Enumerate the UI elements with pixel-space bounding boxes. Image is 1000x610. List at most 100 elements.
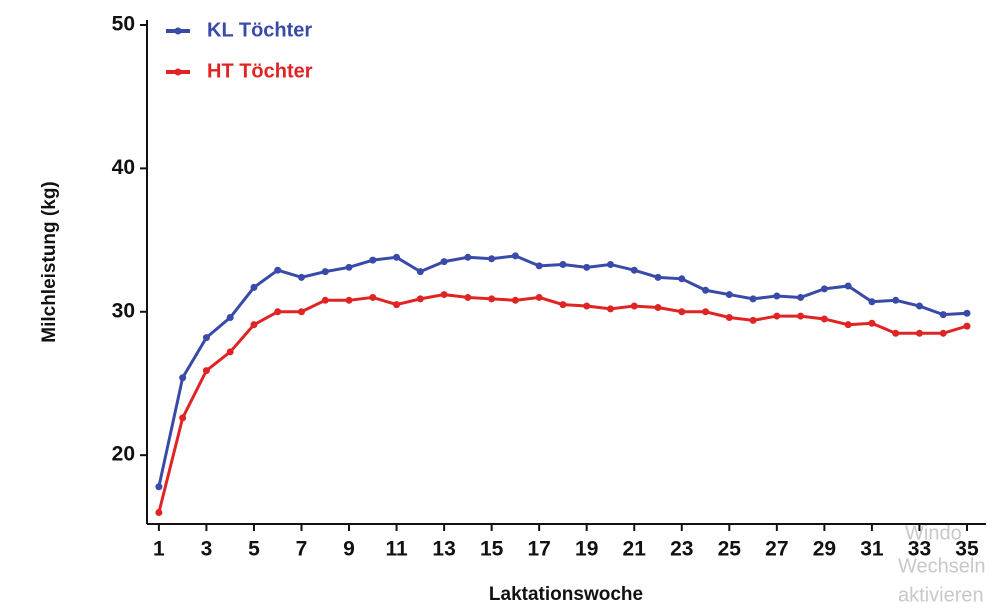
x-tick-label: 33 <box>908 538 931 561</box>
data-point <box>915 302 923 310</box>
data-point <box>702 286 710 294</box>
x-tick-label: 25 <box>718 538 742 561</box>
data-point <box>202 334 210 342</box>
data-point <box>226 348 234 356</box>
y-axis-title: Milchleistung (kg) <box>39 181 60 343</box>
data-point <box>963 322 971 330</box>
data-point <box>868 298 876 306</box>
data-point <box>297 273 305 281</box>
data-point <box>844 321 852 329</box>
data-point <box>155 483 163 491</box>
x-tick-label: 23 <box>670 538 693 561</box>
data-point <box>393 301 401 309</box>
x-tick-label: 11 <box>385 538 408 561</box>
x-tick-label: 29 <box>813 538 836 561</box>
watermark: aktivieren <box>898 584 984 606</box>
data-point <box>155 509 163 517</box>
data-point <box>915 329 923 337</box>
x-tick-label: 35 <box>955 538 979 561</box>
data-point <box>250 283 258 291</box>
data-point <box>416 295 424 303</box>
x-tick-label: 9 <box>343 538 355 561</box>
data-point <box>725 314 733 322</box>
data-point <box>369 293 377 301</box>
x-tick-label: 15 <box>480 538 504 561</box>
series-line <box>157 293 968 513</box>
data-point <box>773 292 781 300</box>
data-point <box>654 273 662 281</box>
y-tick-label: 40 <box>112 156 135 179</box>
x-tick-label: 3 <box>201 538 213 561</box>
y-tick-label: 50 <box>112 13 135 36</box>
data-point <box>464 293 472 301</box>
y-tick-label: 30 <box>112 299 135 322</box>
data-point <box>892 296 900 304</box>
data-point <box>678 308 686 316</box>
data-point <box>773 312 781 320</box>
data-point <box>844 282 852 290</box>
data-point <box>202 367 210 375</box>
x-tick-label: 27 <box>765 538 788 561</box>
data-point <box>179 414 187 422</box>
data-point <box>606 305 614 313</box>
data-point <box>511 296 519 304</box>
data-point <box>939 329 947 337</box>
data-point <box>226 314 234 322</box>
data-point <box>250 321 258 329</box>
data-point <box>440 291 448 299</box>
data-point <box>749 295 757 303</box>
legend-label: KL Töchter <box>207 19 312 41</box>
data-point <box>702 308 710 316</box>
data-point <box>535 262 543 270</box>
legend-label: HT Töchter <box>207 60 313 82</box>
data-point <box>559 260 567 268</box>
data-point <box>868 319 876 327</box>
data-point <box>393 253 401 261</box>
data-point <box>797 293 805 301</box>
data-point <box>535 293 543 301</box>
data-point <box>820 315 828 323</box>
data-point <box>892 329 900 337</box>
legend-swatch <box>174 68 182 76</box>
data-point <box>820 285 828 293</box>
data-point <box>321 296 329 304</box>
x-axis-title: Laktationswoche <box>489 584 643 605</box>
data-point <box>464 253 472 261</box>
data-point <box>678 275 686 283</box>
data-point <box>630 266 638 274</box>
x-tick-label: 5 <box>248 538 260 561</box>
data-point <box>725 291 733 299</box>
x-tick-label: 19 <box>575 538 598 561</box>
legend-swatch <box>174 27 182 35</box>
y-tick-label: 20 <box>112 443 135 466</box>
data-point <box>345 296 353 304</box>
data-point <box>749 316 757 324</box>
x-tick-label: 1 <box>153 538 165 561</box>
data-point <box>583 263 591 271</box>
data-point <box>583 302 591 310</box>
data-point <box>345 263 353 271</box>
data-point <box>440 258 448 266</box>
series-line <box>157 254 968 488</box>
data-point <box>274 266 282 274</box>
data-point <box>797 312 805 320</box>
x-tick-label: 21 <box>623 538 647 561</box>
data-point <box>511 252 519 260</box>
data-point <box>488 295 496 303</box>
data-point <box>559 301 567 309</box>
data-point <box>488 255 496 263</box>
data-point <box>939 311 947 319</box>
data-point <box>369 256 377 264</box>
data-point <box>630 302 638 310</box>
data-point <box>963 309 971 317</box>
data-point <box>179 374 187 382</box>
x-tick-label: 17 <box>527 538 550 561</box>
data-point <box>321 268 329 276</box>
x-tick-label: 31 <box>860 538 884 561</box>
data-point <box>416 268 424 276</box>
watermark: Wechseln <box>898 555 985 577</box>
data-point <box>274 308 282 316</box>
data-point <box>297 308 305 316</box>
x-tick-label: 7 <box>296 538 308 561</box>
